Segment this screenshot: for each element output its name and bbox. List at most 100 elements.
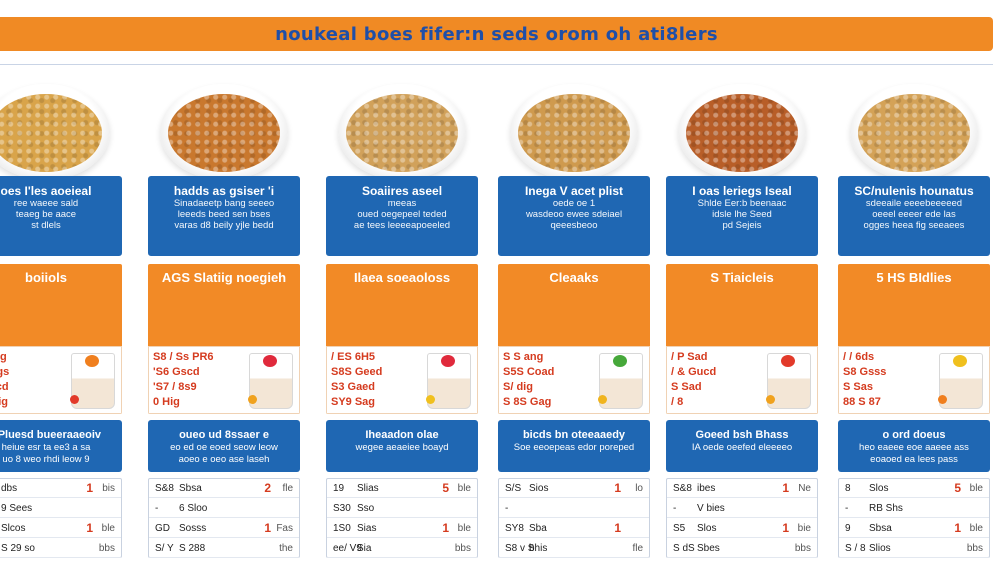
info-card-title: SC/nulenis hounatus [854,184,974,198]
row-label: Sbsa [869,523,892,534]
row-marker: 1 [86,481,93,495]
row-unit: ble [969,523,983,534]
row-unit: lo [635,483,643,494]
table-row: S&8 ibes 1 Ne [667,479,817,498]
bowl-image [678,84,806,180]
row-amount: S dS [673,543,695,554]
recipe-line: S8 / Ss PR6 [153,351,214,363]
row-amount: S&8 [155,483,174,494]
recipe-panel: / ES 6H5 S8S Geed S3 Gaed SY9 Sag [326,346,478,414]
fruit-icon [263,355,277,367]
row-label: bhis [529,543,548,554]
summary-title: Iheaadon olae [365,429,439,441]
grain-fill [686,94,798,172]
recipe-line: 0 Hig [153,396,180,408]
summary-line: eo ed oe eoed seow leow [170,442,278,453]
recipe-line: S 8S Gag [503,396,552,408]
table-row: S dS Sbes bbs [667,539,817,558]
table-row: - RB Shs [839,499,989,518]
summary-title: bicds bn oteeaaedy [522,429,626,441]
recipe-line: / & Gucd [671,366,717,378]
info-card-line: teaeg be aace [15,209,77,220]
summary-card: oueo ud 8ssaer e eo ed oe eoed seow leow a… [148,420,300,472]
info-card-line: sdeeaile eeeebeeeeed [865,198,963,209]
bowl-image [850,84,978,180]
grain-column: Soaiires aseel meeas oued oegepeel teded ae… [326,80,478,565]
fruit-icon [938,395,947,404]
recipe-card: Ilaea soeaoloss / ES 6H5 S8S Geed S3 Gaed SY… [326,264,478,414]
summary-line: Soe eeoepeas edor poreped [513,442,635,453]
info-card-line: wasdeoo ewee sdeiael [525,209,623,220]
summary-line: wegee aeaeiee boayd [355,442,449,453]
summary-card: Iheaadon olae wegee aeaeiee boayd [326,420,478,472]
recipe-heading: boiiols [25,270,67,285]
fruit-icon [85,355,99,367]
row-unit: fle [282,483,293,494]
row-amount: S / 8 [845,543,866,554]
summary-line: heo eaeee eoe aaeee ass [859,442,969,453]
grain-column: Inega V acet plist oede oe 1 wasdeoo ewee … [498,80,650,565]
info-card-line: ree waeee sald [13,198,79,209]
summary-line: uo 8 weo rhdi leow 9 [2,454,90,465]
row-unit: fle [632,543,643,554]
row-amount: - [673,503,677,514]
fruit-icon [953,355,967,367]
divider [0,64,993,65]
summary-title: oueo ud 8ssaer e [179,429,269,441]
row-amount: - [505,503,509,514]
recipe-line: / / 6ds [843,351,875,363]
summary-line: heiue esr ta ee3 a sa [1,442,91,453]
row-label: Sbsa [179,483,202,494]
table-row: - [499,499,649,518]
recipe-panel: / / 6ds S8 Gsss S Sas 88 S 87 [838,346,990,414]
recipe-line: 88 S 87 [843,396,881,408]
recipe-line: 'S7 / 8s9 [153,381,197,393]
summary-title: t Pluesd bueeraaeoiv [0,429,102,441]
summary-title: o ord doeus [882,429,946,441]
recipe-card: boiiols / 9 dig & Sigs / Gacd o8 Sig [0,264,122,414]
recipe-line: S Sad [671,381,702,393]
table-row: ee/ V9 Sia bbs [327,539,477,558]
info-card: I oas leriegs Iseal Shlde Eer:b beenaac id… [666,176,818,256]
summary-card: bicds bn oteeaaedy Soe eeoepeas edor pore… [498,420,650,472]
recipe-line: / P Sad [671,351,708,363]
info-card-line: meeas [387,198,417,209]
row-amount: S/S [505,483,522,494]
row-unit: bie [797,523,811,534]
recipe-line: / ES 6H5 [331,351,376,363]
row-unit: bbs [966,543,983,554]
row-marker: 1 [264,521,271,535]
info-card-line: st dlels [31,220,61,231]
row-unit: Fas [276,523,293,534]
grain-fill [346,94,458,172]
info-card: hadds as gsiser 'i Sinadaeetp bang seeeo l… [148,176,300,256]
row-amount: SY8 [505,523,524,534]
title-banner: noukeal boes fifer:n seds orom oh ati8le… [0,17,993,51]
row-unit: the [279,543,293,554]
page-title: noukeal boes fifer:n seds orom oh ati8le… [275,23,718,45]
row-label: S 29 so [1,543,35,554]
table-row: 19 Slias 5 ble [327,479,477,498]
recipe-heading: Ilaea soeaoloss [353,270,451,285]
fruit-icon [441,355,455,367]
bowl-image [0,84,110,180]
grain-fill [168,94,280,172]
row-marker: 1 [614,481,621,495]
info-card-line: oued oegepeel teded [357,209,447,220]
recipe-line: 'S6 Gscd [153,366,200,378]
table-row: - 6 Sloo [149,499,299,518]
row-amount: GD [155,523,170,534]
recipe-card: S Tiaicleis / P Sad / & Gucd S Sad / 8 [666,264,818,414]
table-row: S/ Y S 288 the [149,539,299,558]
row-label: Sia [357,543,372,554]
summary-card: t Pluesd bueeraaeoiv heiue esr ta ee3 a s… [0,420,122,472]
nutrition-table: 19 Slias 5 ble S30 Sso 1S0 Sias 1 ble ee/ V9 Sia bbs [326,478,478,558]
info-card-line: oede oe 1 [552,198,596,209]
row-amount: 1S0 [333,523,351,534]
row-amount: 19 [333,483,345,494]
fruit-icon [781,355,795,367]
recipe-line: S8 Gsss [843,366,887,378]
info-card-line: idsle lhe Seed [712,209,772,220]
